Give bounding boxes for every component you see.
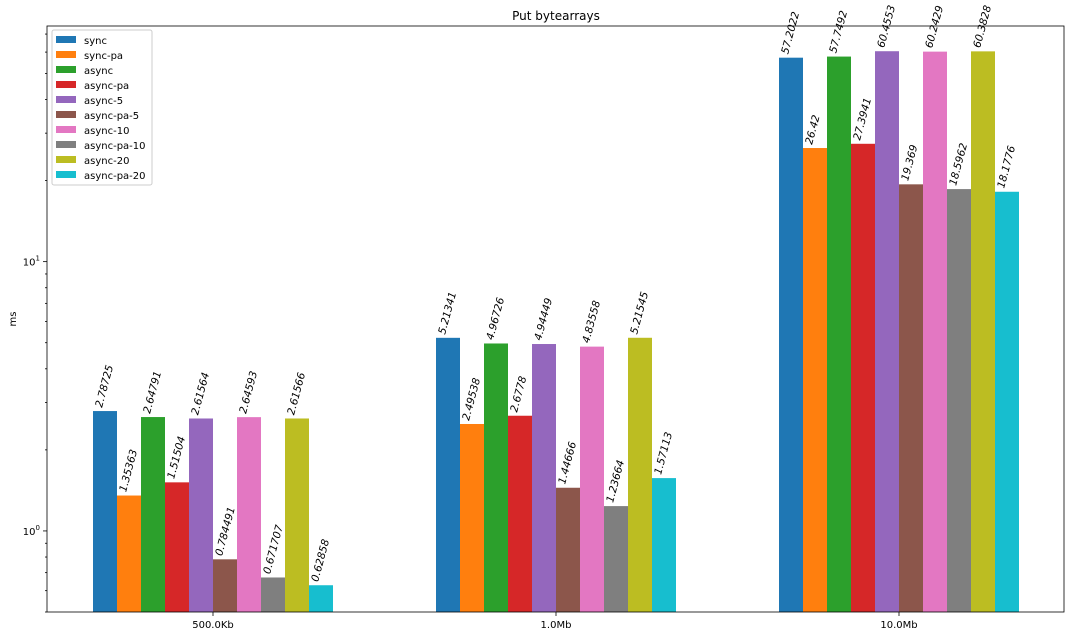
legend-swatch xyxy=(56,51,76,58)
bar-async-pa-5-10.0Mb xyxy=(899,184,923,612)
legend-swatch xyxy=(56,141,76,148)
value-label: 0.62858 xyxy=(309,538,332,583)
value-label: 2.78725 xyxy=(93,363,116,408)
bar-async-20-500.0Kb xyxy=(285,418,309,612)
bar-async-1.0Mb xyxy=(484,343,508,612)
legend-label: async-pa-20 xyxy=(84,171,146,182)
x-axis: 500.0Kb 1.0Mb 10.0Mb xyxy=(192,612,918,631)
y-axis-label: ms xyxy=(8,312,19,327)
legend-swatch xyxy=(56,171,76,178)
legend: sync sync-pa async async-pa async-5 async-pa-… xyxy=(51,29,153,186)
legend-label: async xyxy=(84,66,113,77)
bar-async-pa-20-500.0Kb xyxy=(309,585,333,612)
value-label: 2.61566 xyxy=(285,371,308,416)
legend-label: async-5 xyxy=(84,96,123,107)
y-axis: 100 101 xyxy=(23,33,47,613)
bar-async-pa-500.0Kb xyxy=(165,482,189,612)
legend-swatch xyxy=(56,36,76,43)
value-label: 1.35363 xyxy=(117,448,140,493)
x-tick-label: 500.0Kb xyxy=(192,620,234,631)
value-label: 4.83558 xyxy=(580,299,603,344)
x-tick-label: 1.0Mb xyxy=(541,620,572,631)
bar-sync-pa-1.0Mb xyxy=(460,423,484,612)
bar-async-pa-10-10.0Mb xyxy=(947,189,971,612)
legend-swatch xyxy=(56,156,76,163)
bar-sync-500.0Kb xyxy=(93,411,117,612)
value-label: 2.64791 xyxy=(141,370,164,415)
chart-title: Put bytearrays xyxy=(512,9,600,23)
bar-async-20-1.0Mb xyxy=(628,337,652,612)
bar-async-5-1.0Mb xyxy=(532,344,556,612)
bar-async-pa-10-1.0Mb xyxy=(604,506,628,612)
legend-label: async-pa-10 xyxy=(84,141,146,152)
legend-label: sync xyxy=(84,36,107,47)
bar-async-10-500.0Kb xyxy=(237,417,261,612)
legend-label: sync-pa xyxy=(84,51,123,62)
legend-label: async-pa-5 xyxy=(84,111,139,122)
bar-async-10.0Mb xyxy=(827,56,851,613)
value-label: 60.4553 xyxy=(875,4,898,49)
bar-async-10-1.0Mb xyxy=(580,346,604,612)
bars-layer xyxy=(93,51,1019,613)
bar-async-5-500.0Kb xyxy=(189,418,213,612)
plot-frame xyxy=(46,25,1065,613)
value-label: 57.2022 xyxy=(779,10,802,55)
bar-async-5-10.0Mb xyxy=(875,51,899,613)
bar-async-pa-20-1.0Mb xyxy=(652,478,676,612)
bar-async-pa-20-10.0Mb xyxy=(995,191,1019,612)
value-label: 5.21545 xyxy=(628,290,651,335)
value-label: 19.369 xyxy=(899,143,920,182)
value-label: 4.96726 xyxy=(484,296,507,341)
bar-sync-1.0Mb xyxy=(436,337,460,612)
bar-async-pa-10-500.0Kb xyxy=(261,577,285,612)
bar-async-10-10.0Mb xyxy=(923,51,947,613)
value-label: 2.61564 xyxy=(189,371,212,416)
value-label: 1.51504 xyxy=(165,435,188,480)
legend-swatch xyxy=(56,126,76,133)
bar-async-pa-1.0Mb xyxy=(508,415,532,612)
bar-async-500.0Kb xyxy=(141,417,165,612)
value-label: 0.784491 xyxy=(213,506,238,558)
legend-box xyxy=(51,29,153,186)
bar-async-20-10.0Mb xyxy=(971,51,995,612)
legend-swatch xyxy=(56,66,76,73)
bar-sync-pa-500.0Kb xyxy=(117,495,141,612)
value-label: 26.42 xyxy=(803,113,822,145)
value-label: 1.44666 xyxy=(556,440,579,485)
value-label: 18.1776 xyxy=(995,144,1018,189)
value-label: 27.3941 xyxy=(851,97,874,142)
legend-swatch xyxy=(56,111,76,118)
bar-sync-10.0Mb xyxy=(779,57,803,613)
legend-label: async-10 xyxy=(84,126,129,137)
value-label: 60.2429 xyxy=(923,4,946,49)
value-label: 2.64593 xyxy=(237,370,260,415)
legend-swatch xyxy=(56,81,76,88)
value-label: 57.7492 xyxy=(827,9,850,54)
legend-label: async-20 xyxy=(84,156,129,167)
bar-async-pa-5-500.0Kb xyxy=(213,559,237,612)
bar-sync-pa-10.0Mb xyxy=(803,148,827,612)
value-label: 60.3828 xyxy=(971,4,994,49)
value-label: 2.6778 xyxy=(508,375,529,414)
x-tick-label: 10.0Mb xyxy=(880,620,917,631)
value-label: 2.49538 xyxy=(460,376,483,421)
value-label: 1.23664 xyxy=(604,459,627,504)
value-label: 0.671707 xyxy=(261,523,286,575)
bar-async-pa-5-1.0Mb xyxy=(556,487,580,612)
value-label: 18.5962 xyxy=(947,142,970,187)
legend-swatch xyxy=(56,96,76,103)
bar-async-pa-10.0Mb xyxy=(851,143,875,612)
legend-label: async-pa xyxy=(84,81,129,92)
value-label: 4.94449 xyxy=(532,296,555,341)
y-tick-label: 101 xyxy=(23,255,40,269)
value-label: 5.21341 xyxy=(436,291,459,336)
y-tick-label: 100 xyxy=(23,524,40,538)
value-label: 1.57113 xyxy=(652,431,675,476)
